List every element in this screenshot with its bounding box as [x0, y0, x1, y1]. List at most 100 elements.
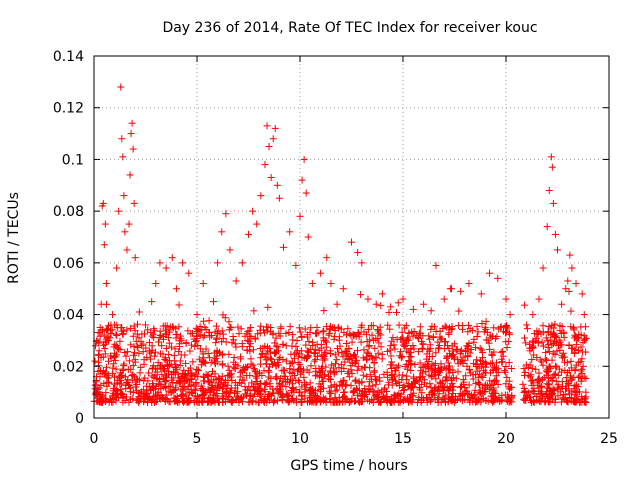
data-point	[503, 328, 511, 336]
data-point	[243, 330, 251, 338]
data-point	[459, 353, 467, 361]
data-point	[272, 334, 280, 342]
data-point	[135, 308, 143, 316]
data-point	[442, 373, 450, 381]
data-point	[313, 397, 321, 405]
data-point	[191, 392, 199, 400]
data-point	[228, 398, 236, 406]
data-point	[292, 261, 300, 269]
data-point	[97, 398, 105, 406]
data-point	[302, 385, 310, 393]
data-point	[385, 308, 393, 316]
data-point	[427, 307, 435, 315]
data-point	[378, 350, 386, 358]
data-point	[465, 381, 473, 389]
data-point	[296, 360, 304, 368]
data-point	[145, 394, 153, 402]
data-point	[400, 381, 408, 389]
data-point	[238, 398, 246, 406]
data-point	[402, 342, 410, 350]
data-point	[289, 377, 297, 385]
data-point	[381, 384, 389, 392]
data-point	[172, 285, 180, 293]
data-point	[448, 323, 456, 331]
data-point	[497, 397, 505, 405]
data-point	[357, 291, 365, 299]
data-point	[399, 295, 407, 303]
data-point	[224, 362, 232, 370]
data-point	[377, 331, 385, 339]
data-point	[251, 366, 259, 374]
data-point	[450, 398, 458, 406]
data-point	[575, 330, 583, 338]
data-point	[215, 384, 223, 392]
data-point	[117, 374, 125, 382]
data-point	[296, 328, 304, 336]
data-point	[296, 370, 304, 378]
data-point	[505, 394, 513, 402]
data-point	[553, 339, 561, 347]
data-point	[225, 392, 233, 400]
data-point	[545, 323, 553, 331]
data-point	[489, 367, 497, 375]
data-point	[182, 359, 190, 367]
data-point	[477, 290, 485, 298]
data-point	[490, 324, 498, 332]
data-point	[262, 360, 270, 368]
data-point	[264, 393, 272, 401]
data-point	[421, 379, 429, 387]
data-point	[201, 377, 209, 385]
data-point	[469, 394, 477, 402]
x-tick-label: 15	[394, 431, 412, 447]
data-point	[238, 340, 246, 348]
data-point	[464, 321, 472, 329]
data-point	[184, 370, 192, 378]
plot-frame	[93, 55, 610, 419]
data-point	[530, 351, 538, 359]
data-point	[561, 396, 569, 404]
data-point	[377, 302, 385, 310]
data-point	[280, 366, 288, 374]
axis-ticks: 0 0.02 0.04 0.06 0.08 0.1 0.12 0.14 0 5 10 15 20 25	[53, 49, 618, 447]
data-point	[457, 287, 465, 295]
data-point	[96, 373, 104, 381]
data-point	[377, 343, 385, 351]
data-point	[170, 387, 178, 395]
data-point	[219, 395, 227, 403]
data-point	[212, 339, 220, 347]
data-point	[360, 392, 368, 400]
data-point	[358, 365, 366, 373]
data-point	[350, 351, 358, 359]
data-point	[520, 396, 528, 404]
data-point	[534, 376, 542, 384]
data-point	[368, 331, 376, 339]
data-point	[101, 220, 109, 228]
data-point	[323, 254, 331, 262]
data-point	[353, 356, 361, 364]
data-point	[148, 342, 156, 350]
grid-layer	[94, 56, 609, 418]
data-point	[354, 329, 362, 337]
data-point	[264, 303, 272, 311]
data-point	[502, 363, 510, 371]
data-point	[479, 360, 487, 368]
data-point	[507, 396, 515, 404]
data-point	[557, 398, 565, 406]
data-point	[184, 327, 192, 335]
data-point	[493, 332, 501, 340]
data-point	[436, 327, 444, 335]
data-point	[486, 345, 494, 353]
data-point	[365, 342, 373, 350]
data-point	[556, 346, 564, 354]
data-point	[156, 331, 164, 339]
data-point	[146, 386, 154, 394]
data-point	[464, 344, 472, 352]
data-point	[357, 398, 365, 406]
data-point	[570, 385, 578, 393]
data-point	[286, 368, 294, 376]
data-point	[376, 323, 384, 331]
data-point	[554, 246, 561, 254]
data-point	[102, 389, 110, 397]
data-point	[545, 340, 553, 348]
data-point	[265, 143, 273, 150]
